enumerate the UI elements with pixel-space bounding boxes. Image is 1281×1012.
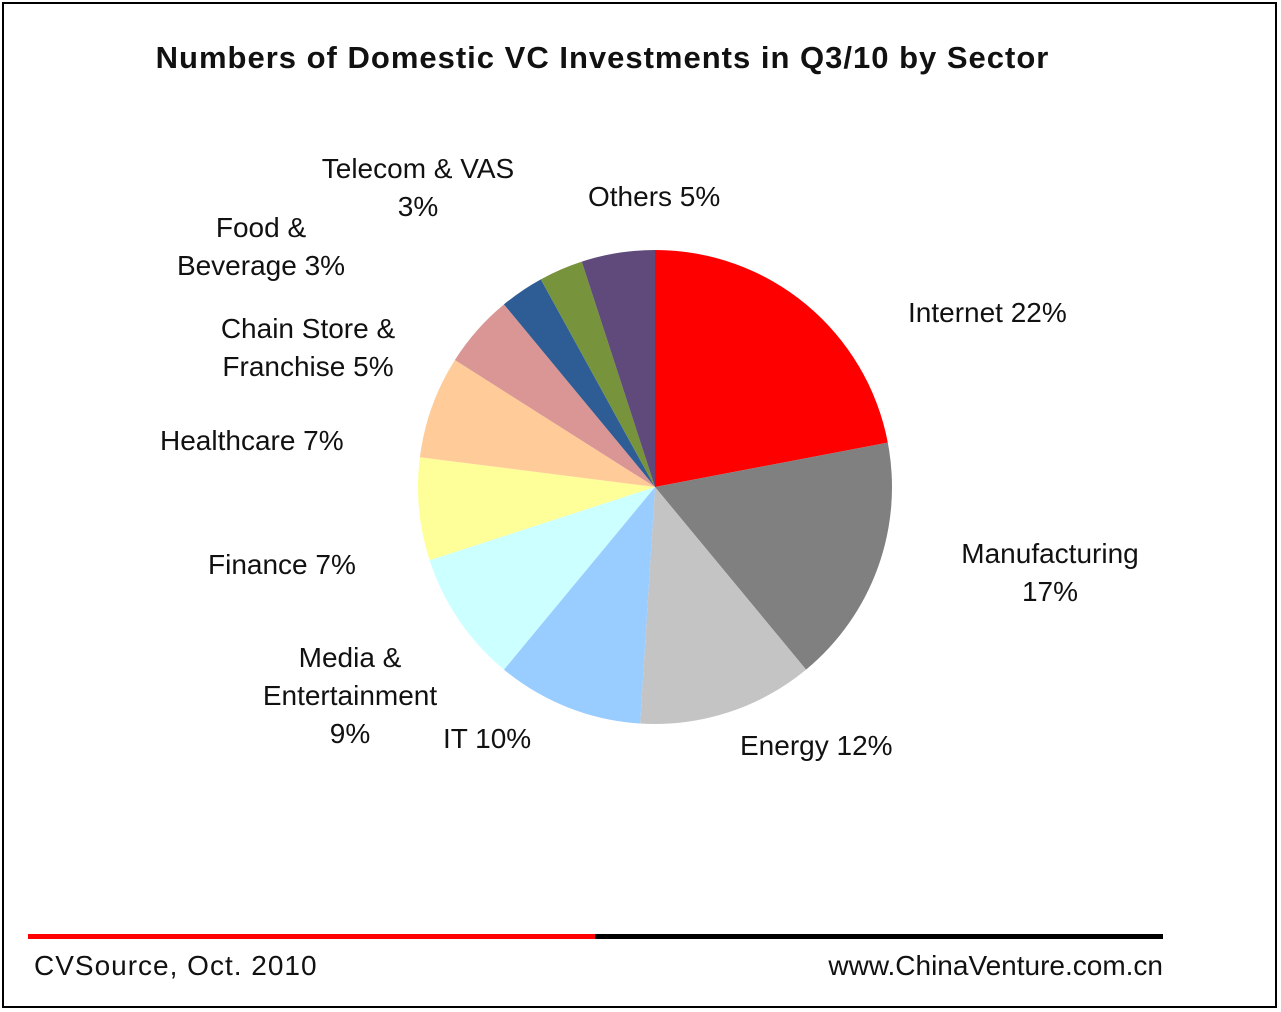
pie-slice-3 xyxy=(503,487,655,724)
slice-label-7: Chain Store & Franchise 5% xyxy=(205,310,411,386)
pie-slice-1 xyxy=(655,442,892,670)
slice-label-9-line-0: Telecom & VAS xyxy=(321,153,515,184)
slice-label-5-line-0: Finance 7% xyxy=(208,549,356,580)
pie-slice-9 xyxy=(540,261,655,487)
pie-slice-6 xyxy=(419,360,655,487)
slice-label-1: Manufacturing 17% xyxy=(940,535,1160,611)
slice-label-7-line-1: Franchise 5% xyxy=(222,351,394,382)
slice-label-5: Finance 7% xyxy=(208,546,356,584)
slice-label-6-line-0: Healthcare 7% xyxy=(160,425,344,456)
pie-slice-5 xyxy=(418,457,655,561)
slice-label-3: IT 10% xyxy=(443,720,531,758)
slice-label-1-line-1: 17% xyxy=(1021,576,1079,607)
slice-label-8-line-1: Beverage 3% xyxy=(176,250,346,281)
slice-label-1-line-0: Manufacturing xyxy=(961,538,1139,569)
pie-slice-7 xyxy=(454,304,655,487)
footer-divider-black xyxy=(595,934,1163,939)
chart-title: Numbers of Domestic VC Investments in Q3… xyxy=(155,40,1050,75)
slice-label-10: Others 5% xyxy=(588,178,720,216)
slice-label-9: Telecom & VAS 3% xyxy=(300,150,536,226)
slice-label-8: Food & Beverage 3% xyxy=(160,209,362,285)
slice-label-9-line-1: 3% xyxy=(397,191,439,222)
slice-label-3-line-0: IT 10% xyxy=(443,723,532,754)
slice-label-4-line-1: Entertainment xyxy=(262,680,438,711)
slice-label-0-line-0: Internet 22% xyxy=(908,297,1067,328)
slice-label-10-line-0: Others 5% xyxy=(588,181,721,212)
website-note: www.ChinaVenture.com.cn xyxy=(828,950,1163,981)
footer-divider-red xyxy=(28,934,595,939)
slice-label-8-line-0: Food & xyxy=(215,212,307,243)
slice-label-4-line-2: 9% xyxy=(329,718,371,749)
pie-slice-10 xyxy=(581,250,655,487)
slice-label-4: Media & Entertainment 9% xyxy=(240,639,460,753)
slice-label-2: Energy 12% xyxy=(740,727,893,765)
pie-slice-0 xyxy=(655,250,888,487)
slice-label-2-line-0: Energy 12% xyxy=(740,730,893,761)
source-note: CVSource, Oct. 2010 xyxy=(34,950,318,981)
slice-label-6: Healthcare 7% xyxy=(160,422,344,460)
slice-label-4-line-0: Media & xyxy=(298,642,402,673)
slice-label-7-line-0: Chain Store & xyxy=(220,313,396,344)
pie-slice-8 xyxy=(503,279,655,487)
pie-slice-2 xyxy=(640,487,807,724)
pie-slice-4 xyxy=(429,487,655,670)
slice-label-0: Internet 22% xyxy=(908,294,1067,332)
